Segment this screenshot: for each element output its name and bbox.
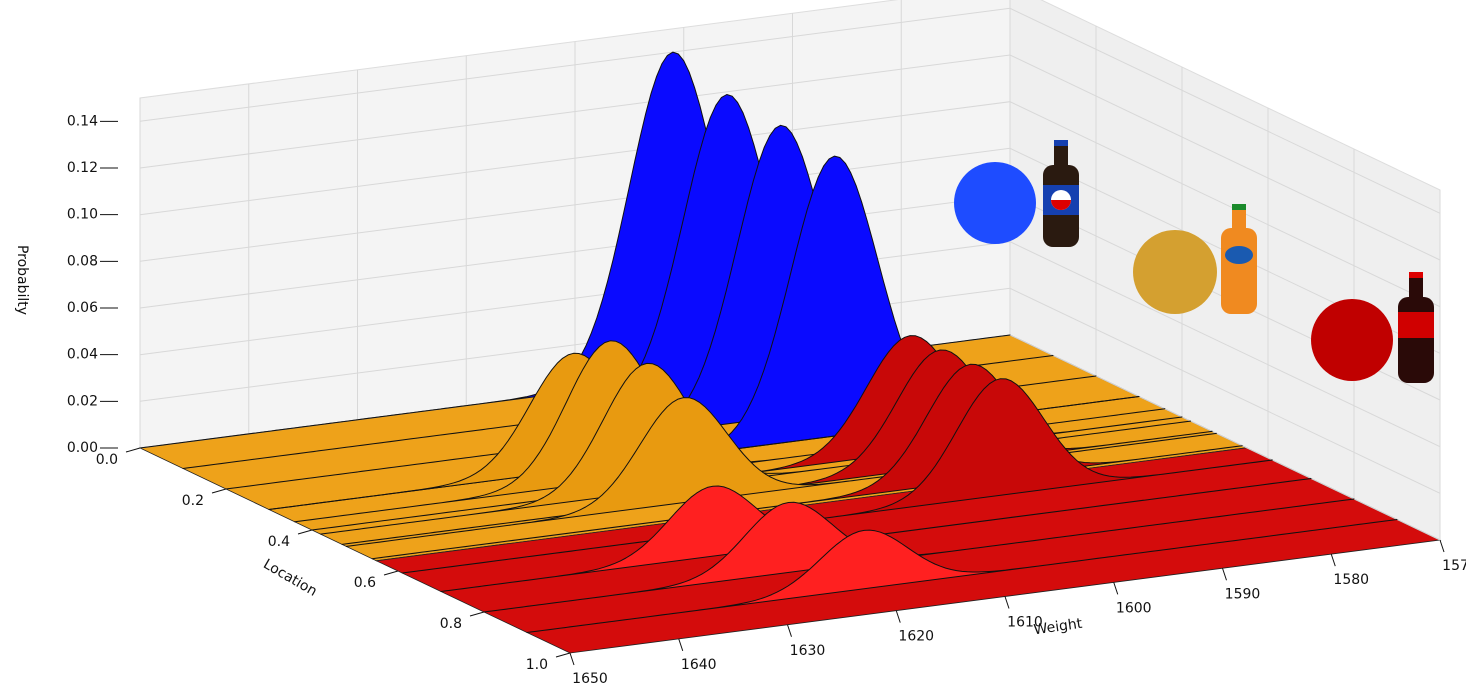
x-tick-label: 1650 xyxy=(572,671,608,684)
x-tick-label: 1600 xyxy=(1116,600,1152,616)
z-tick-label: 0.06 xyxy=(67,300,98,316)
y-tick-label: 0.2 xyxy=(182,493,204,509)
tick-mark xyxy=(1005,597,1009,609)
z-tick-label: 0.02 xyxy=(67,393,98,409)
legend-marker xyxy=(954,162,1036,244)
y-tick-label: 0.0 xyxy=(96,452,118,468)
y-axis-label: Location xyxy=(260,556,319,599)
y-tick-label: 0.4 xyxy=(268,534,290,550)
x-tick-label: 1580 xyxy=(1333,572,1369,588)
tick-mark xyxy=(896,611,900,623)
x-tick-label: 1630 xyxy=(790,643,826,659)
z-tick-label: 0.08 xyxy=(67,253,98,269)
chart: Probabilty Location Weight 0.000.020.040… xyxy=(0,0,1466,684)
tick-mark xyxy=(679,639,683,651)
y-tick-label: 0.6 xyxy=(354,575,376,591)
tick-mark xyxy=(470,612,484,616)
tick-mark xyxy=(570,653,574,665)
legend-marker xyxy=(1311,299,1393,381)
z-tick-label: 0.00 xyxy=(67,440,98,456)
z-tick-label: 0.14 xyxy=(67,113,98,129)
tick-mark xyxy=(1114,582,1118,594)
z-tick-label: 0.04 xyxy=(67,347,98,363)
tick-mark xyxy=(1223,568,1227,580)
tick-mark xyxy=(212,489,226,493)
x-tick-label: 1640 xyxy=(681,657,717,673)
tick-mark xyxy=(788,625,792,637)
tick-mark xyxy=(1331,554,1335,566)
tick-mark xyxy=(126,448,140,452)
tick-mark xyxy=(298,530,312,534)
y-tick-label: 1.0 xyxy=(526,657,548,673)
x-tick-label: 1620 xyxy=(898,629,934,645)
tick-mark xyxy=(1440,540,1444,552)
tick-mark xyxy=(556,653,570,657)
z-axis-label: Probabilty xyxy=(14,245,30,315)
z-tick-label: 0.10 xyxy=(67,207,98,223)
x-tick-label: 1590 xyxy=(1225,586,1261,602)
legend-marker xyxy=(1133,230,1217,314)
y-tick-label: 0.8 xyxy=(440,616,462,632)
x-tick-label: 1610 xyxy=(1007,615,1043,631)
z-tick-label: 0.12 xyxy=(67,160,98,176)
tick-mark xyxy=(384,571,398,575)
